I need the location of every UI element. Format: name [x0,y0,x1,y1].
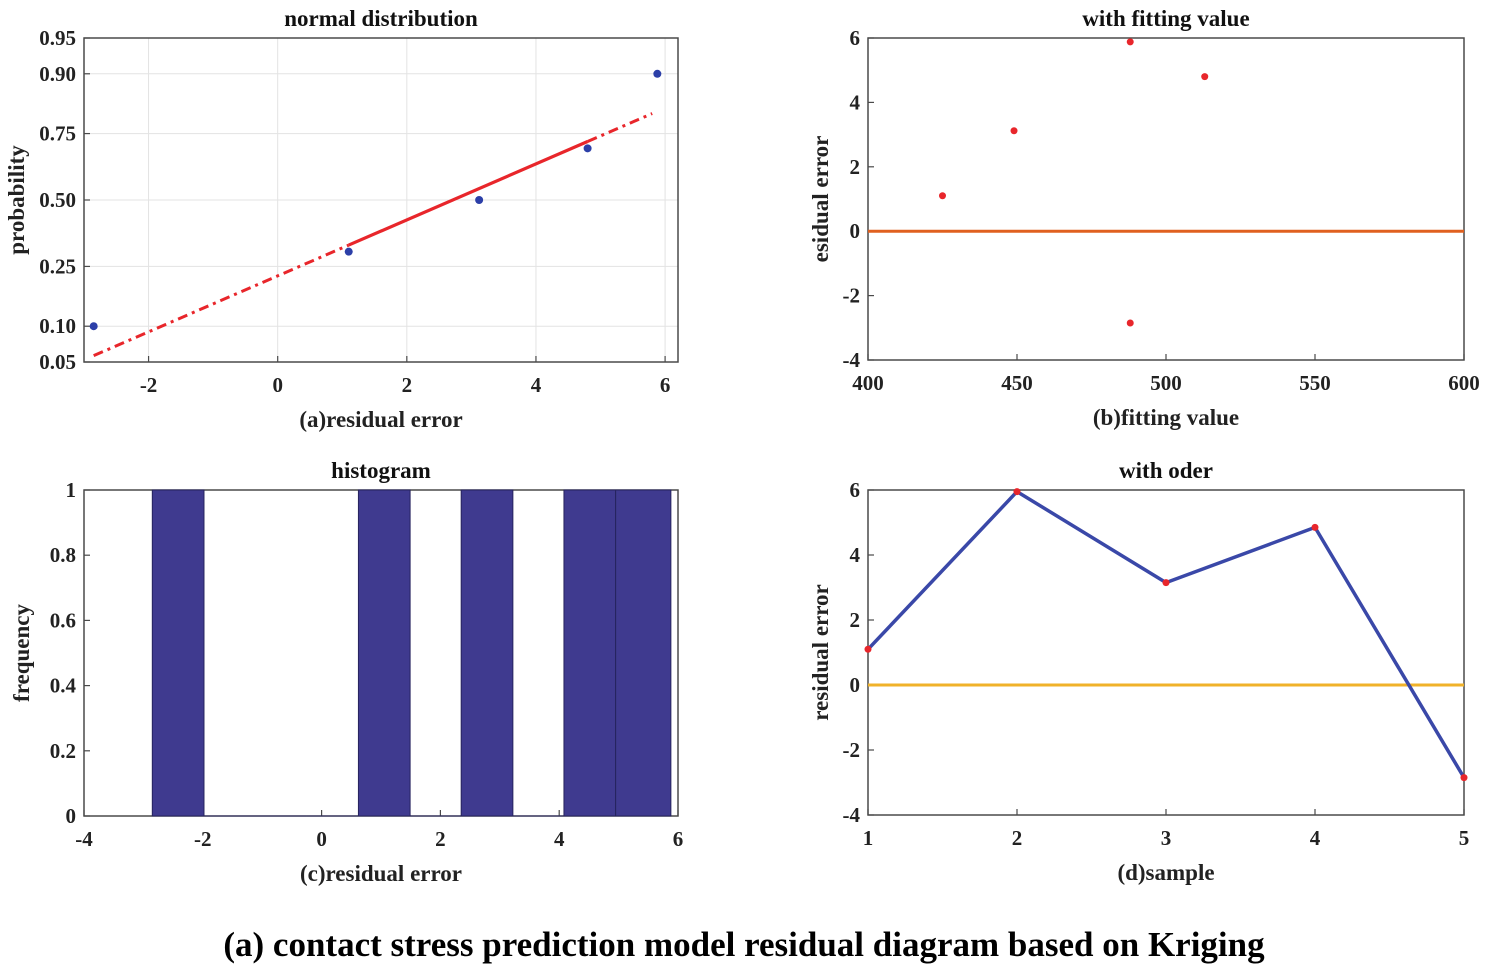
y-tick-label-0: 0 [66,804,77,828]
y-axis-label: probability [4,145,29,255]
data-point-3 [1311,523,1319,531]
histogram-bar-0 [151,489,205,817]
x-tick-label-4: 6 [660,373,671,397]
residual-vs-fitted-plot: 400 450 500 550 600 -4 -2 0 2 4 6 with fitting valu… [808,6,1480,430]
data-point-0 [864,645,872,653]
y-tick-label-2: 0.4 [50,674,77,698]
y-tick-label-2: 0 [850,219,861,243]
x-tick-label-0: 400 [852,371,884,395]
y-tick-label-1: -2 [843,738,861,762]
y-axis-label: frequency [9,604,34,702]
data-point-4 [1460,774,1468,782]
x-tick-label-3: 4 [531,373,542,397]
data-point-2 [1126,38,1134,46]
y-tick-label-0: 0.05 [39,350,76,374]
y-tick-label-0: -4 [843,348,861,372]
x-tick-label-0: -4 [75,827,93,851]
x-tick-label-2: 500 [1150,371,1182,395]
data-point-1 [344,247,353,256]
histogram-bar-8 [563,489,617,817]
x-tick-label-4: 5 [1459,826,1470,850]
y-tick-label-3: 2 [850,155,861,179]
data-point-2 [475,196,484,204]
y-tick-label-1: 0.10 [39,314,76,338]
y-tick-label-6: 0.95 [39,26,76,50]
chart-title: normal distribution [284,6,478,31]
y-tick-label-2: 0 [850,673,861,697]
x-tick-label-2: 3 [1161,826,1172,850]
y-tick-label-5: 1 [66,478,77,502]
plot-frame [867,37,1465,361]
y-tick-label-5: 6 [850,26,861,50]
data-point-1 [1010,127,1018,135]
y-axis-label: residual error [808,584,833,720]
data-point-4 [1201,73,1209,81]
plot-frame [867,489,1465,816]
data-point-1 [1013,488,1021,496]
residual-histogram: -4 -2 0 2 4 6 0 0.2 0.4 0.6 0.8 1 histogram (c)residu… [9,458,683,886]
data-point-4 [653,69,662,78]
x-axis-label: (d)sample [1117,860,1214,885]
data-point-3 [1126,319,1134,327]
reference-line-dashed-left [93,243,350,358]
y-tick-label-4: 0.75 [39,122,76,146]
y-tick-label-0: -4 [843,803,861,827]
x-axis-label: (c)residual error [300,861,462,886]
residual-vs-order-plot: 1 2 3 4 5 -4 -2 0 2 4 6 with oder (d)sample residual … [808,458,1469,885]
x-tick-label-0: -2 [140,373,158,397]
x-axis-label: (a)residual error [299,407,462,432]
chart-title: with fitting value [1082,6,1249,31]
histogram-bar-4 [357,489,411,817]
y-tick-label-3: 2 [850,608,861,632]
x-tick-label-3: 4 [1310,826,1321,850]
series-line [866,489,1466,779]
y-tick-label-3: 0.6 [50,608,76,632]
x-tick-label-3: 550 [1299,371,1331,395]
chart-title: histogram [331,458,431,483]
y-tick-label-5: 6 [850,478,861,502]
x-tick-label-4: 600 [1448,371,1480,395]
x-tick-label-2: 2 [402,373,413,397]
y-axis-label: esidual error [808,136,833,263]
x-tick-label-2: 0 [316,827,327,851]
data-point-2 [1162,579,1170,587]
x-tick-label-0: 1 [863,826,874,850]
data-point-0 [939,192,946,200]
chart-title: with oder [1119,458,1213,483]
x-tick-label-3: 2 [435,827,446,851]
y-tick-label-3: 0.50 [39,188,76,212]
y-tick-label-1: 0.2 [50,739,76,763]
normal-probability-plot: -2 0 2 4 6 0.05 0.10 0.25 0.50 0.75 0.90 0.95 normal… [4,6,679,432]
data-point-0 [89,322,98,331]
x-tick-label-1: 2 [1012,826,1023,850]
y-tick-label-4: 4 [850,90,861,114]
y-tick-label-2: 0.25 [39,254,76,278]
x-axis-label: (b)fitting value [1093,405,1239,430]
figure-caption: (a) contact stress prediction model resi… [223,925,1265,964]
y-tick-label-1: -2 [843,284,861,308]
y-tick-label-4: 4 [850,543,861,567]
x-tick-label-4: 4 [554,827,565,851]
y-tick-label-4: 0.8 [50,543,76,567]
histogram-bar-9 [615,489,672,817]
y-tick-label-5: 0.90 [39,62,76,86]
reference-line-solid [348,140,589,247]
x-tick-label-1: 0 [272,373,283,397]
data-point-3 [583,144,592,153]
x-tick-label-1: 450 [1001,371,1033,395]
x-tick-label-1: -2 [194,827,212,851]
x-tick-label-5: 6 [673,827,684,851]
histogram-bar-6 [460,489,514,817]
reference-line-dashed-right [587,112,653,143]
